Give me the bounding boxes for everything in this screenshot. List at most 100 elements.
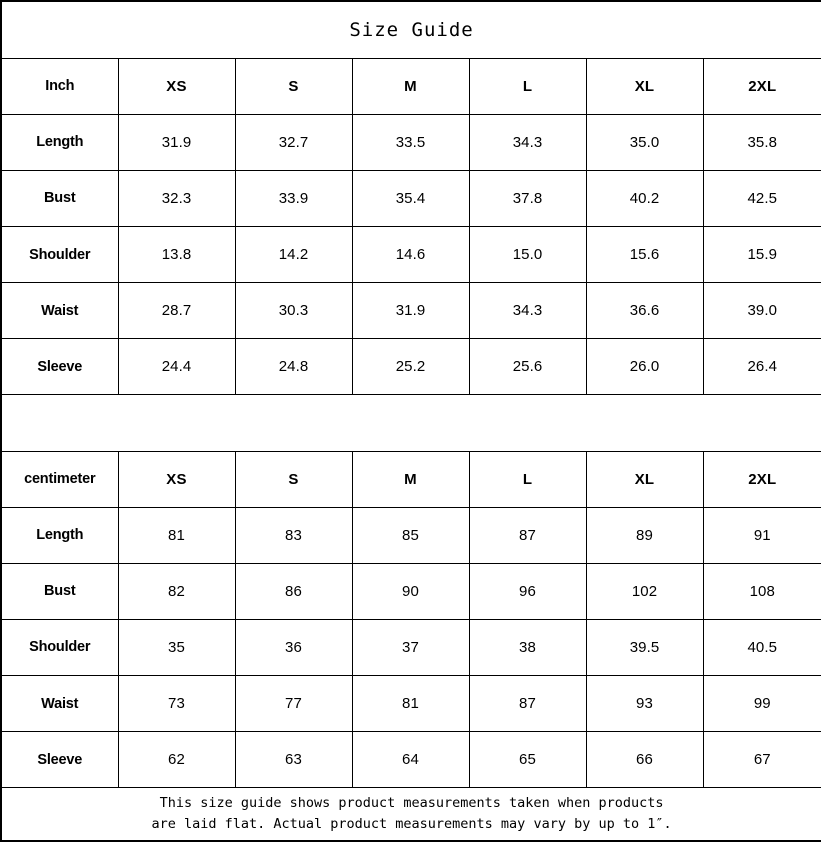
size-header-l: L — [468, 57, 587, 115]
measurement-sleeve-xl: 26.0 — [585, 338, 704, 396]
row-label-bust: Bust — [0, 169, 119, 228]
measurement-waist-l: 34.3 — [468, 282, 587, 340]
table-row: Sleeve 24.4 24.8 25.2 25.6 26.0 26.4 — [0, 338, 821, 396]
measurement-bust-s: 33.9 — [234, 169, 353, 228]
measurement-bust-m: 35.4 — [351, 169, 470, 228]
measurement-shoulder-l: 38 — [468, 618, 587, 677]
table-row: Shoulder 35 36 37 38 39.5 40.5 — [0, 618, 821, 677]
measurement-sleeve-xs: 24.4 — [117, 338, 236, 396]
measurement-shoulder-m: 14.6 — [351, 225, 470, 284]
measurement-shoulder-xs: 35 — [117, 618, 236, 677]
measurement-sleeve-m: 25.2 — [351, 338, 470, 396]
size-header-m: M — [351, 450, 470, 508]
measurement-bust-xs: 32.3 — [117, 169, 236, 228]
measurement-waist-m: 31.9 — [351, 282, 470, 340]
size-header-xl: XL — [585, 450, 704, 508]
measurement-shoulder-m: 37 — [351, 618, 470, 677]
spacer-cell — [1, 394, 821, 452]
table-row: Waist 28.7 30.3 31.9 34.3 36.6 39.0 — [0, 282, 821, 340]
table-row: Bust 82 86 90 96 102 108 — [0, 562, 821, 620]
table-row: Sleeve 62 63 64 65 66 67 — [0, 731, 821, 789]
measurement-sleeve-2xl: 26.4 — [702, 338, 821, 396]
measurement-length-m: 33.5 — [351, 113, 470, 171]
table-row: Length 31.9 32.7 33.5 34.3 35.0 35.8 — [0, 113, 821, 171]
measurement-length-xs: 31.9 — [117, 113, 236, 171]
header-row-inch: Inch XS S M L XL 2XL — [0, 57, 821, 115]
measurement-bust-l: 96 — [468, 562, 587, 620]
measurement-shoulder-2xl: 40.5 — [702, 618, 821, 677]
row-label-sleeve: Sleeve — [0, 731, 119, 789]
row-label-waist: Waist — [0, 674, 119, 733]
measurement-sleeve-l: 25.6 — [468, 338, 587, 396]
measurement-bust-xs: 82 — [117, 562, 236, 620]
measurement-length-xl: 89 — [585, 506, 704, 564]
size-header-s: S — [234, 450, 353, 508]
size-header-2xl: 2XL — [702, 450, 821, 508]
measurement-bust-2xl: 108 — [702, 562, 821, 620]
measurement-length-xs: 81 — [117, 506, 236, 564]
size-header-xs: XS — [117, 57, 236, 115]
unit-header-1: centimeter — [0, 450, 119, 508]
row-label-shoulder: Shoulder — [0, 225, 119, 284]
measurement-waist-xl: 36.6 — [585, 282, 704, 340]
measurement-waist-l: 87 — [468, 674, 587, 733]
measurement-sleeve-xs: 62 — [117, 731, 236, 789]
measurement-length-l: 87 — [468, 506, 587, 564]
row-label-sleeve: Sleeve — [0, 338, 119, 396]
measurement-length-2xl: 35.8 — [702, 113, 821, 171]
size-header-l: L — [468, 450, 587, 508]
measurement-shoulder-2xl: 15.9 — [702, 225, 821, 284]
size-header-xl: XL — [585, 57, 704, 115]
row-label-length: Length — [0, 506, 119, 564]
row-label-bust: Bust — [0, 562, 119, 620]
measurement-sleeve-xl: 66 — [585, 731, 704, 789]
unit-header-0: Inch — [0, 57, 119, 115]
measurement-sleeve-m: 64 — [351, 731, 470, 789]
row-label-waist: Waist — [0, 282, 119, 340]
measurement-shoulder-xs: 13.8 — [117, 225, 236, 284]
measurement-length-l: 34.3 — [468, 113, 587, 171]
page-title: Size Guide — [1, 1, 821, 59]
measurement-waist-s: 30.3 — [234, 282, 353, 340]
measurement-bust-xl: 102 — [585, 562, 704, 620]
table-row: Bust 32.3 33.9 35.4 37.8 40.2 42.5 — [0, 169, 821, 228]
table-row: Waist 73 77 81 87 93 99 — [0, 674, 821, 733]
measurement-waist-m: 81 — [351, 674, 470, 733]
size-header-xs: XS — [117, 450, 236, 508]
measurement-shoulder-xl: 15.6 — [585, 225, 704, 284]
measurement-bust-2xl: 42.5 — [702, 169, 821, 228]
measurement-bust-m: 90 — [351, 562, 470, 620]
size-header-2xl: 2XL — [702, 57, 821, 115]
measurement-sleeve-2xl: 67 — [702, 731, 821, 789]
footer-note-line-1: This size guide shows product measuremen… — [159, 795, 664, 812]
spacer-row — [1, 394, 821, 452]
measurement-sleeve-l: 65 — [468, 731, 587, 789]
measurement-length-m: 85 — [351, 506, 470, 564]
measurement-length-s: 32.7 — [234, 113, 353, 171]
measurement-sleeve-s: 24.8 — [234, 338, 353, 396]
measurement-length-s: 83 — [234, 506, 353, 564]
measurement-waist-xl: 93 — [585, 674, 704, 733]
measurement-bust-s: 86 — [234, 562, 353, 620]
table-row: Length 81 83 85 87 89 91 — [0, 506, 821, 564]
measurement-shoulder-l: 15.0 — [468, 225, 587, 284]
header-row-centimeter: centimeter XS S M L XL 2XL — [0, 450, 821, 508]
measurement-length-xl: 35.0 — [585, 113, 704, 171]
footer-note-line-2: are laid flat. Actual product measuremen… — [151, 816, 672, 833]
measurement-bust-l: 37.8 — [468, 169, 587, 228]
measurement-length-2xl: 91 — [702, 506, 821, 564]
measurement-shoulder-xl: 39.5 — [585, 618, 704, 677]
measurement-shoulder-s: 36 — [234, 618, 353, 677]
row-label-length: Length — [0, 113, 119, 171]
title-row: Size Guide — [1, 1, 821, 59]
size-header-m: M — [351, 57, 470, 115]
measurement-waist-s: 77 — [234, 674, 353, 733]
measurement-waist-2xl: 99 — [702, 674, 821, 733]
size-header-s: S — [234, 57, 353, 115]
measurement-waist-xs: 73 — [117, 674, 236, 733]
footer-note: This size guide shows product measuremen… — [1, 787, 821, 841]
measurement-bust-xl: 40.2 — [585, 169, 704, 228]
measurement-waist-2xl: 39.0 — [702, 282, 821, 340]
footer-row: This size guide shows product measuremen… — [1, 787, 821, 841]
